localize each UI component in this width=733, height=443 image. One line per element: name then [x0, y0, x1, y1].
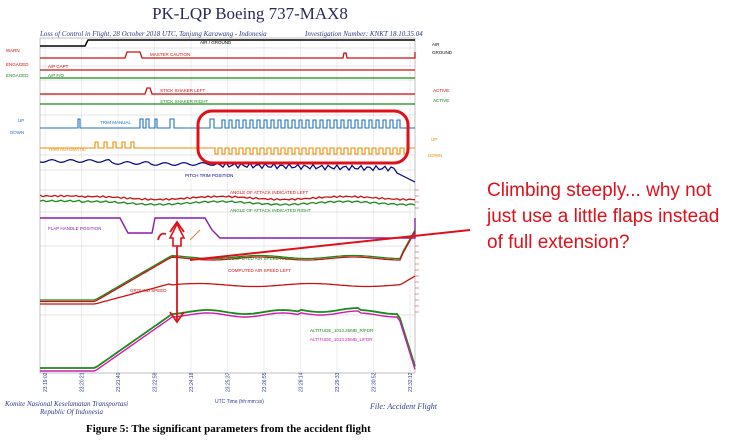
- footer-country: Republic Of Indonesia: [40, 408, 103, 416]
- label-air-ground: AIR / GROUND: [200, 40, 232, 45]
- tag-engaged-2: ENGAGED: [6, 73, 29, 78]
- series-flap-handle: [40, 217, 416, 239]
- series-air-ground: [40, 39, 415, 47]
- tag-ground: GROUND: [432, 50, 453, 55]
- callout-line: [189, 229, 471, 261]
- label-stick-shaker-left: STICK SHAKER LEFT: [160, 88, 206, 93]
- series-trim-manual: [40, 118, 415, 129]
- series-cas-left: [40, 231, 416, 303]
- footer-file: File: Accident Flight: [370, 402, 437, 411]
- annotation-text: Climbing steeply... why not just use a l…: [487, 180, 720, 253]
- series-master-caution: [40, 51, 416, 59]
- x-tick-label: 23:25:37: [226, 372, 232, 392]
- highlight-oval: [196, 109, 410, 165]
- tag-down: DOWN: [10, 130, 24, 135]
- tag-up: UP: [18, 118, 24, 123]
- x-tick-label: 23:19:02: [43, 372, 49, 392]
- label-ap-fo: A/P F/O: [48, 73, 64, 78]
- series-pitch-trim: [39, 158, 416, 183]
- label-altitude-right: ALTITUDE_1013.25MB_R/FDR: [310, 328, 374, 333]
- label-flap-handle: FLAP HANDLE POSITION: [48, 226, 101, 231]
- footer-org: Komite Nasional Keselamatan Transportasi: [5, 400, 129, 408]
- series-aoa-right: [39, 199, 416, 206]
- thin-arrow: [189, 229, 201, 241]
- x-tick-label: 23:30:52: [372, 372, 378, 392]
- x-tick-label: 23:26:55: [262, 372, 268, 392]
- series-ground-speed: [40, 275, 416, 305]
- tag-air: AIR: [432, 42, 440, 47]
- label-trim-manual: TRIM MANUAL: [100, 120, 131, 125]
- label-altitude-left: ALTITUDE_1013.25MB_L/FDR: [310, 337, 373, 342]
- series-altitude-right: [40, 307, 416, 369]
- x-tick-label: 23:21:40: [116, 372, 122, 392]
- tag-engaged-1: ENGAGED: [6, 62, 29, 67]
- figure-title: PK-LQP Boeing 737-MAX8: [152, 4, 348, 23]
- tag-active-2: ACTIVE: [433, 98, 449, 103]
- figure-caption: Figure 5: The significant parameters fro…: [86, 423, 371, 435]
- label-ap-capt: A/P CAPT: [48, 64, 69, 69]
- x-tick-label: 23:29:33: [335, 372, 341, 392]
- series-cas-right: [40, 229, 416, 301]
- x-tick-label: 23:24:18: [189, 372, 195, 392]
- label-cas-right: COMPUTED AIR SPEED RIGHT: [228, 256, 294, 261]
- tag-up-right: UP: [431, 137, 437, 142]
- figure-subtitle-left: Loss of Control in Flight, 28 October 20…: [40, 30, 267, 38]
- tag-down-right: DOWN: [428, 153, 442, 158]
- x-tick-label: 23:22:59: [153, 372, 159, 392]
- arrow-heads: [169, 220, 185, 324]
- series-altitude-left: [40, 310, 416, 372]
- x-tick-label: 23:20:21: [80, 372, 86, 392]
- figure-subtitle-right: Investigation Number: KNKT 18.10.35.04: [305, 30, 423, 38]
- series-stick-shaker-left: [40, 87, 415, 95]
- label-stick-shaker-right: STICK SHAKER RIGHT: [160, 99, 209, 104]
- label-trim-automatic: TRIM AUTOMATIC: [48, 147, 87, 152]
- tag-warn: WARN: [6, 48, 20, 53]
- label-cas-left: COMPUTED AIR SPEED LEFT: [228, 268, 291, 273]
- curved-arrow: [157, 232, 167, 241]
- label-ground-speed: GROUND SPEED: [130, 288, 167, 293]
- block-arrow-up: [168, 222, 186, 247]
- label-aoa-left: ANGLE OF ATTACK INDICATED LEFT: [230, 190, 309, 195]
- x-tick-label: 23:28:14: [299, 372, 305, 392]
- label-aoa-right: ANGLE OF ATTACK INDICATED RIGHT: [230, 208, 312, 213]
- tag-active-1: ACTIVE: [433, 88, 449, 93]
- x-tick-label: 23:32:12: [408, 372, 414, 392]
- x-axis-title: UTC Time (hh:mm:ss): [215, 399, 264, 405]
- series-trim-automatic: [40, 141, 415, 155]
- label-pitch-trim: PITCH TRIM POSITION: [185, 173, 233, 178]
- label-master-caution: MASTER CAUTION: [150, 52, 190, 57]
- series-aoa-left: [39, 194, 416, 201]
